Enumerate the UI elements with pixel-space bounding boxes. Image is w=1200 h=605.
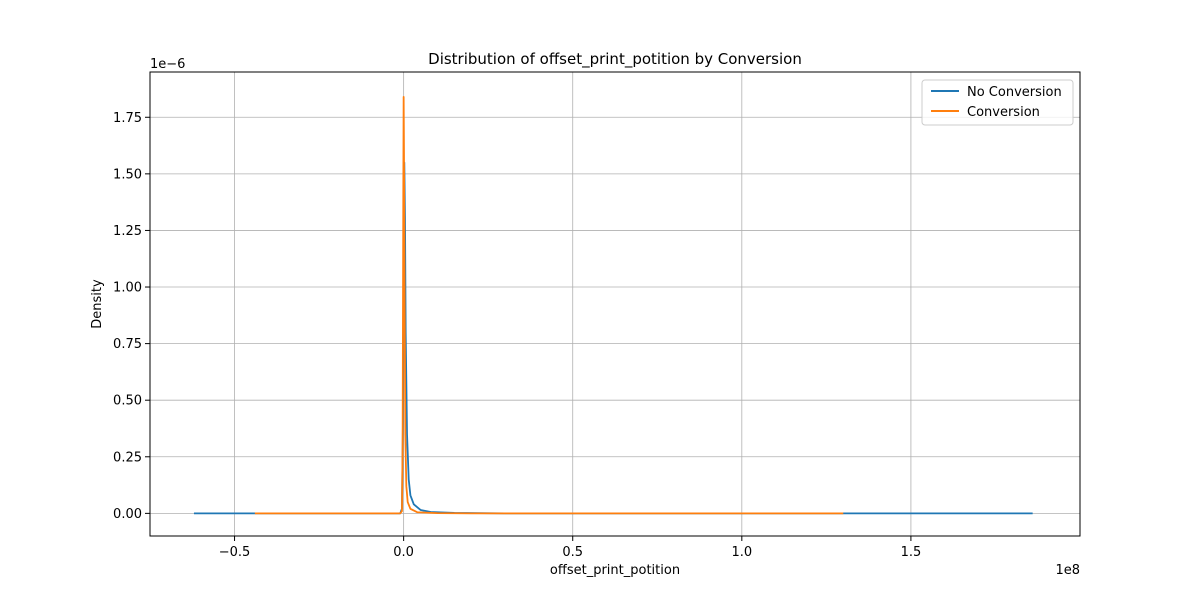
y-axis-label: Density	[90, 279, 105, 329]
x-ticks: −0.5 0.0 0.5 1.0 1.5	[219, 536, 921, 560]
y-tick-label-3: 0.75	[113, 337, 142, 352]
series-layer	[193, 96, 1033, 515]
y-tick-label-2: 0.50	[113, 394, 142, 409]
grid	[150, 72, 1080, 536]
y-tick-label-1: 0.25	[113, 450, 142, 465]
legend: No Conversion Conversion	[921, 79, 1074, 126]
x-axis-offset-label: 1e8	[1055, 563, 1080, 578]
y-ticks: 0.00 0.25 0.50 0.75 1.00 1.25 1.50 1.75	[113, 111, 150, 522]
y-tick-label-7: 1.75	[113, 111, 142, 126]
x-tick-label-4: 1.5	[901, 545, 922, 560]
x-tick-label-0: −0.5	[219, 545, 251, 560]
y-tick-label-6: 1.50	[113, 167, 142, 182]
x-tick-label-2: 0.5	[562, 545, 583, 560]
chart-title: Distribution of offset_print_potition by…	[428, 50, 802, 69]
x-axis-label: offset_print_potition	[550, 563, 680, 578]
y-axis-offset-label: 1e−6	[150, 57, 185, 72]
plot-frame	[149, 71, 1081, 537]
legend-label-conversion: Conversion	[967, 105, 1040, 120]
y-tick-label-0: 0.00	[113, 507, 142, 522]
legend-box	[921, 79, 1074, 126]
x-tick-label-3: 1.0	[731, 545, 752, 560]
series-line-conversion	[254, 96, 844, 515]
y-tick-label-4: 1.00	[113, 281, 142, 296]
x-tick-label-1: 0.0	[393, 545, 414, 560]
y-tick-label-5: 1.25	[113, 224, 142, 239]
legend-label-no-conversion: No Conversion	[967, 85, 1062, 100]
